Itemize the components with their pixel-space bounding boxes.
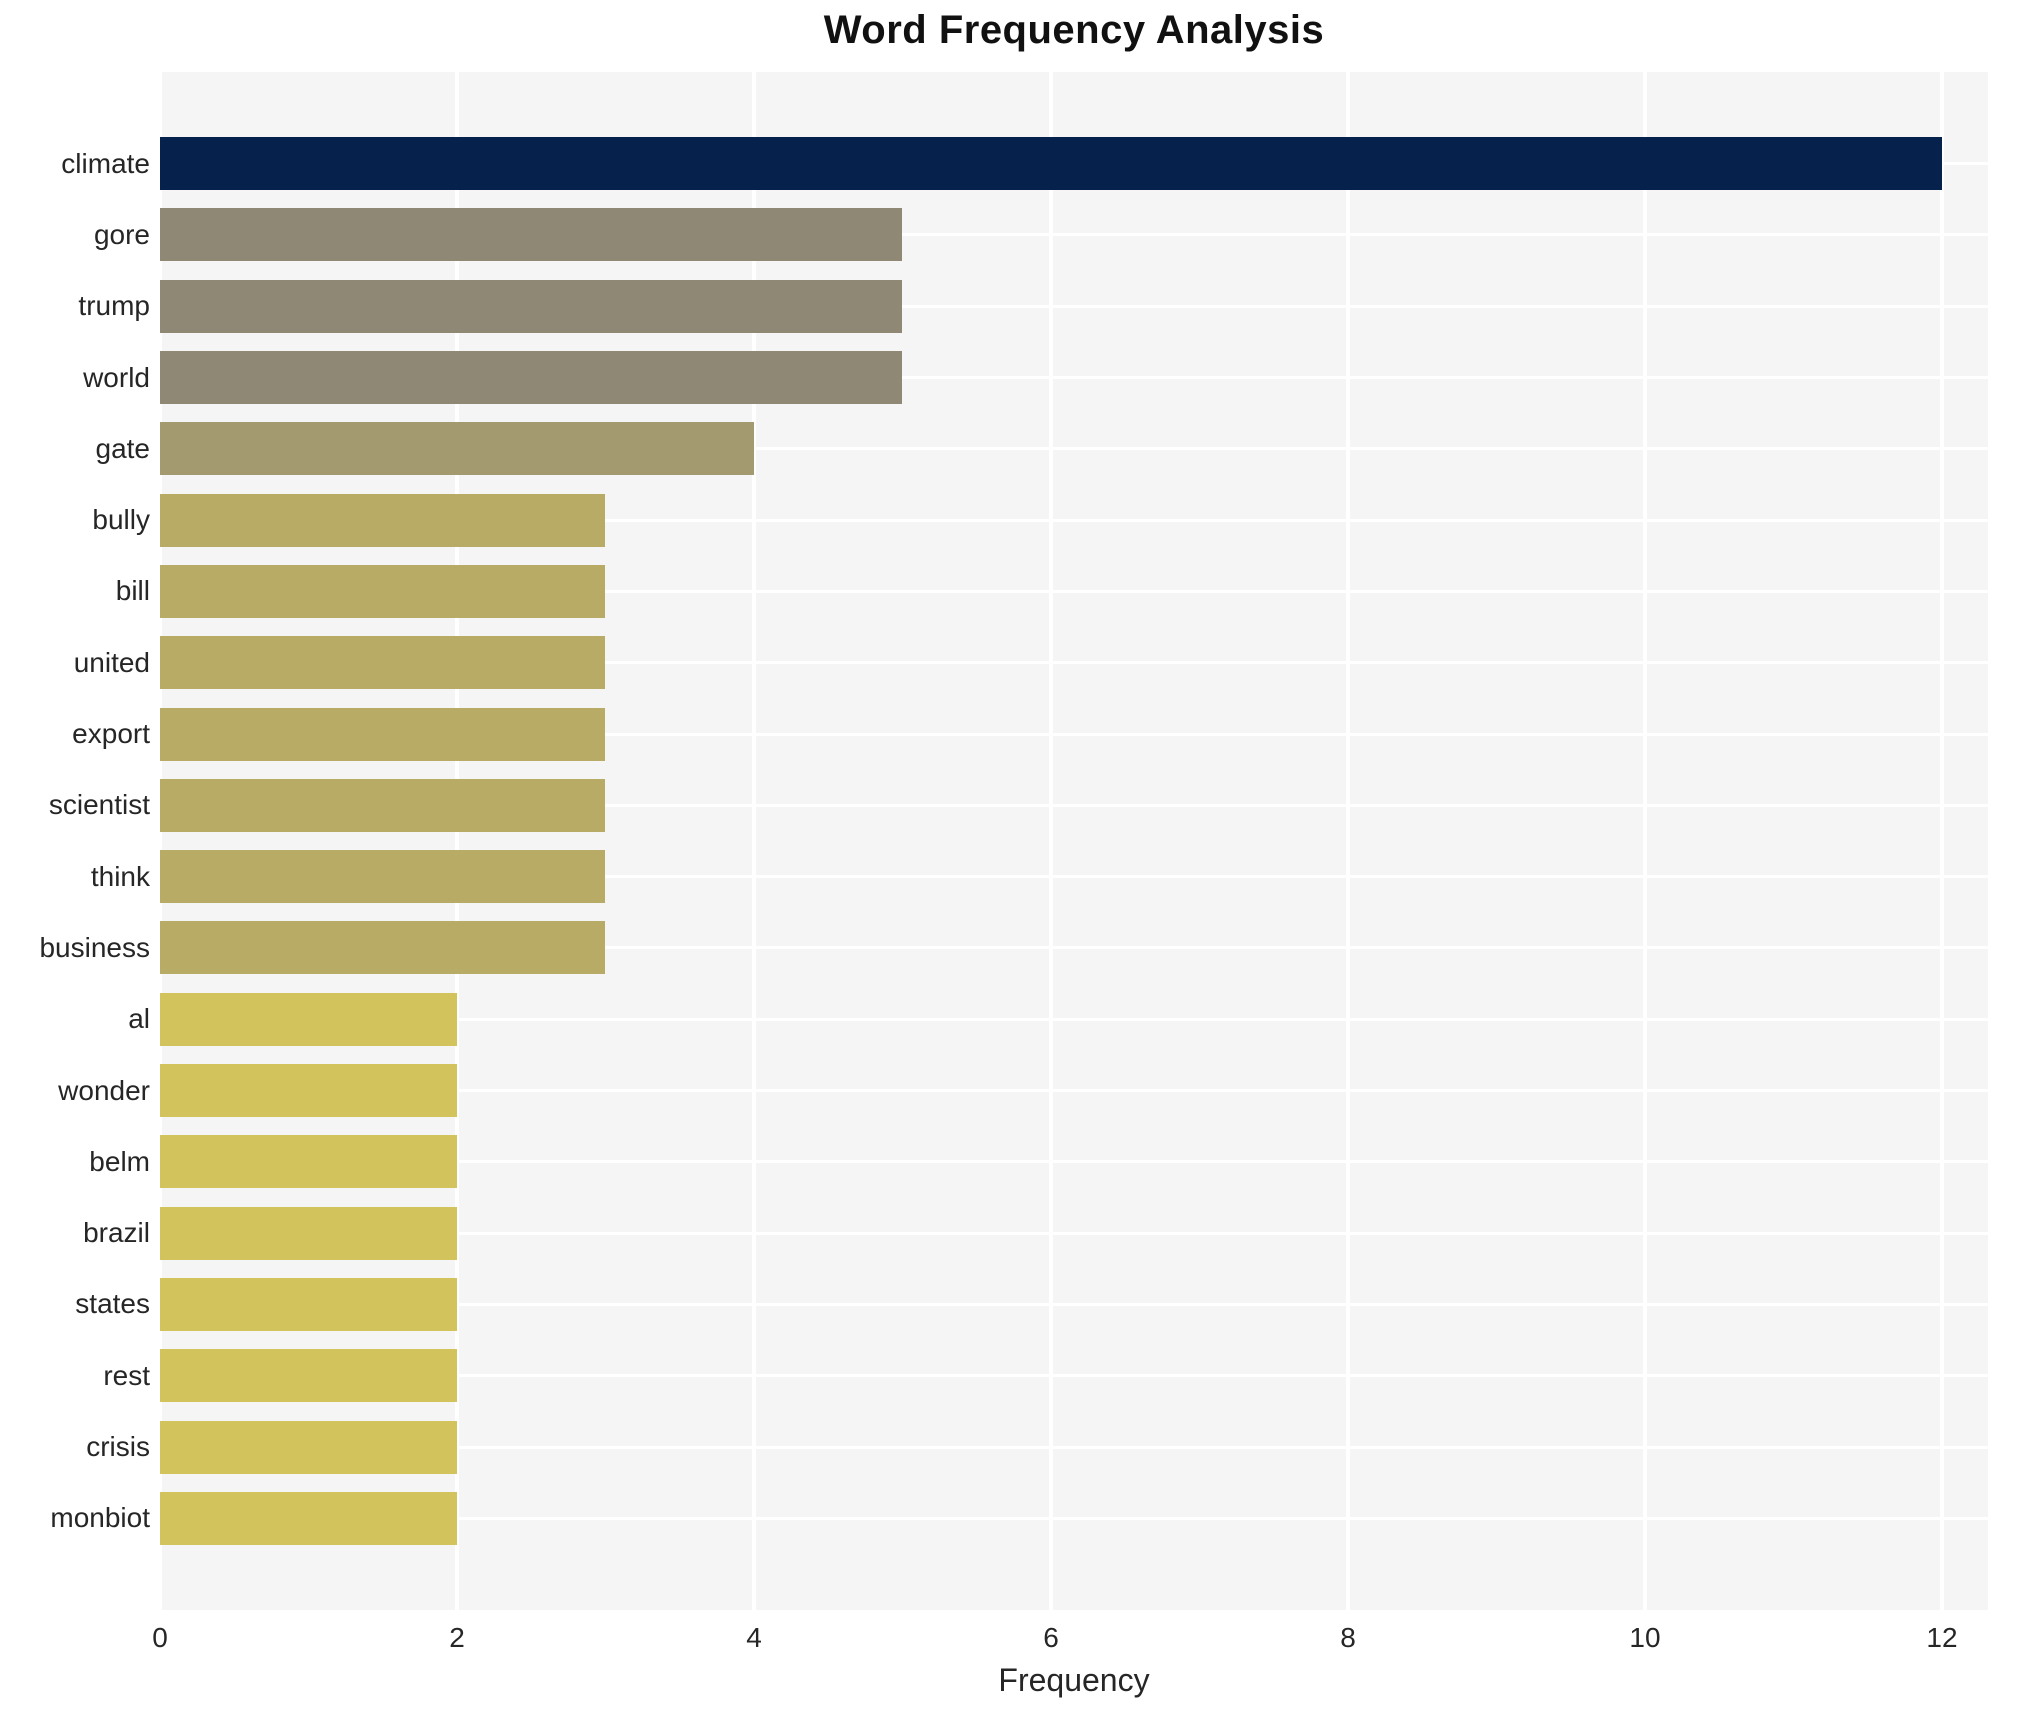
y-gridline bbox=[160, 1517, 1988, 1520]
y-gridline bbox=[160, 733, 1988, 736]
x-tick-label: 12 bbox=[1926, 1622, 1958, 1653]
x-tick-label: 10 bbox=[1629, 1622, 1661, 1653]
x-gridline bbox=[158, 72, 162, 1610]
y-gridline bbox=[160, 1303, 1988, 1306]
x-tick-label: 4 bbox=[746, 1622, 762, 1653]
y-gridline bbox=[160, 1089, 1988, 1092]
y-tick-label: world bbox=[83, 362, 150, 393]
y-tick-label: gore bbox=[93, 219, 150, 250]
y-tick-label: wonder bbox=[58, 1075, 150, 1106]
y-gridline bbox=[160, 1232, 1988, 1235]
y-tick-label: rest bbox=[103, 1360, 150, 1391]
bar-al bbox=[160, 993, 457, 1046]
y-gridline bbox=[160, 519, 1988, 522]
y-tick-label: united bbox=[73, 647, 150, 678]
bar-export bbox=[160, 708, 605, 761]
y-tick-label: scientist bbox=[48, 789, 150, 820]
y-gridline bbox=[160, 590, 1988, 593]
y-tick-label: al bbox=[128, 1003, 150, 1034]
y-tick-label: gate bbox=[95, 433, 151, 464]
y-gridline bbox=[160, 804, 1988, 807]
bar-brazil bbox=[160, 1207, 457, 1260]
bar-wonder bbox=[160, 1064, 457, 1117]
y-tick-label: business bbox=[39, 932, 150, 963]
chart-title: Word Frequency Analysis bbox=[823, 8, 1325, 52]
bar-climate bbox=[160, 137, 1942, 190]
y-gridline bbox=[160, 1374, 1988, 1377]
x-gridline bbox=[1049, 72, 1053, 1610]
y-gridline bbox=[160, 875, 1988, 878]
bar-scientist bbox=[160, 779, 605, 832]
x-tick-label: 0 bbox=[152, 1622, 168, 1653]
y-tick-label: belm bbox=[89, 1146, 150, 1177]
y-gridline bbox=[160, 233, 1988, 236]
y-gridline bbox=[160, 661, 1988, 664]
x-gridline bbox=[1346, 72, 1350, 1610]
bar-states bbox=[160, 1278, 457, 1331]
y-tick-label: climate bbox=[61, 148, 150, 179]
bar-gore bbox=[160, 208, 902, 261]
bar-bill bbox=[160, 565, 605, 618]
y-gridline bbox=[160, 305, 1988, 308]
y-tick-label: bully bbox=[92, 504, 150, 535]
bar-world bbox=[160, 351, 902, 404]
y-tick-label: brazil bbox=[83, 1217, 150, 1248]
y-tick-label: bill bbox=[115, 575, 150, 606]
bar-bully bbox=[160, 494, 605, 547]
y-gridline bbox=[160, 1446, 1988, 1449]
y-gridline bbox=[160, 1160, 1988, 1163]
x-gridline bbox=[1940, 72, 1944, 1610]
y-tick-label: trump bbox=[78, 290, 150, 321]
bar-belm bbox=[160, 1135, 457, 1188]
y-gridline bbox=[160, 1018, 1988, 1021]
y-tick-label: states bbox=[75, 1288, 150, 1319]
x-tick-label: 6 bbox=[1043, 1622, 1059, 1653]
x-gridline bbox=[752, 72, 756, 1610]
bar-gate bbox=[160, 422, 754, 475]
bar-rest bbox=[160, 1349, 457, 1402]
y-gridline bbox=[160, 447, 1988, 450]
bar-business bbox=[160, 921, 605, 974]
x-tick-label: 8 bbox=[1340, 1622, 1356, 1653]
bar-trump bbox=[160, 280, 902, 333]
x-axis-label: Frequency bbox=[998, 1662, 1150, 1698]
x-gridline bbox=[1643, 72, 1647, 1610]
y-gridline bbox=[160, 946, 1988, 949]
bar-monbiot bbox=[160, 1492, 457, 1545]
x-tick-label: 2 bbox=[449, 1622, 465, 1653]
y-gridline bbox=[160, 376, 1988, 379]
bar-crisis bbox=[160, 1421, 457, 1474]
bar-think bbox=[160, 850, 605, 903]
y-tick-label: monbiot bbox=[50, 1502, 150, 1533]
x-gridline bbox=[455, 72, 459, 1610]
y-tick-label: think bbox=[90, 861, 150, 892]
bar-united bbox=[160, 636, 605, 689]
y-tick-label: export bbox=[72, 718, 150, 749]
y-tick-label: crisis bbox=[86, 1431, 150, 1462]
plot-area bbox=[158, 72, 1988, 1610]
